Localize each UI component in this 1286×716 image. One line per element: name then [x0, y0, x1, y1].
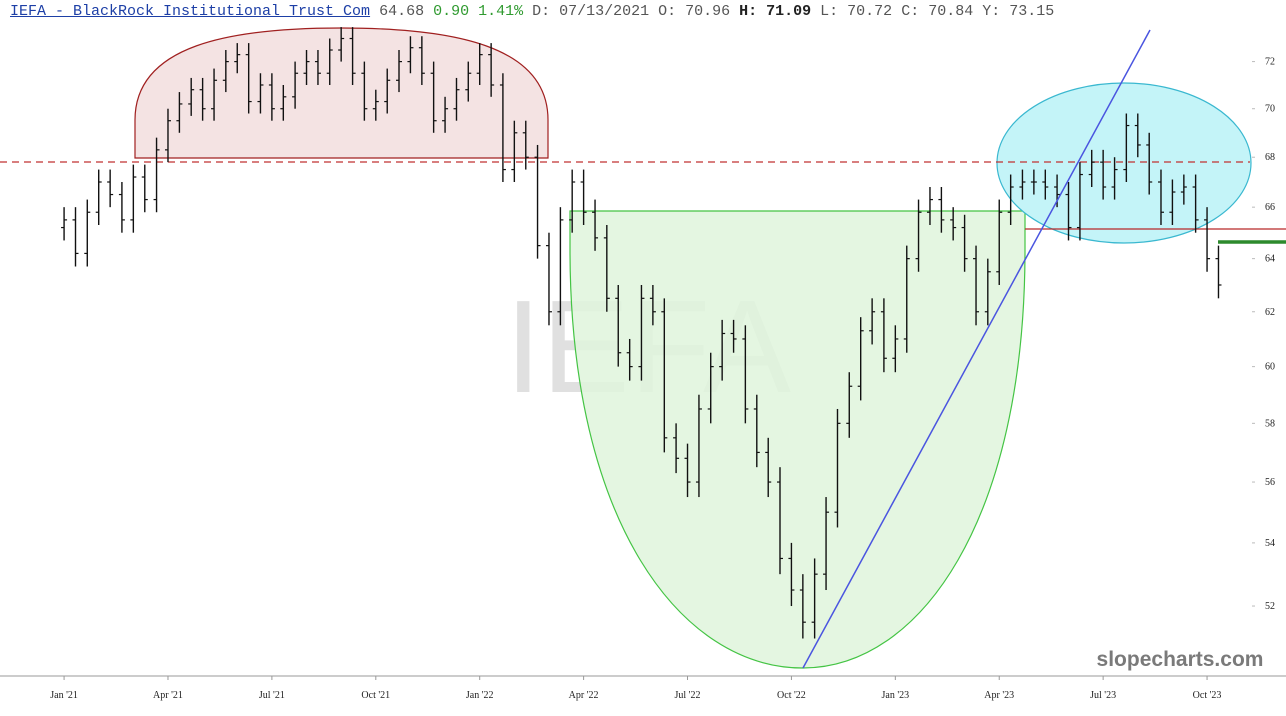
low: L: 70.72	[820, 3, 893, 20]
x-tick-label: Jul '21	[259, 690, 285, 701]
symbol-link[interactable]: IEFA - BlackRock Institutional Trust Com	[10, 3, 371, 20]
x-tick-label: Oct '22	[777, 690, 806, 701]
change-pct: 1.41%	[478, 3, 524, 20]
x-tick-label: Jan '21	[50, 690, 78, 701]
close: C: 70.84	[901, 3, 974, 20]
y-tick-label: 70	[1265, 104, 1275, 115]
prev-close: Y: 73.15	[982, 3, 1055, 20]
x-tick-label: Jan '23	[882, 690, 910, 701]
y-tick-label: 64	[1265, 254, 1275, 265]
x-tick-label: Apr '21	[153, 690, 183, 701]
y-tick-label: 54	[1265, 538, 1275, 549]
y-tick-label: 68	[1265, 152, 1275, 163]
y-tick-label: 66	[1265, 202, 1275, 213]
top-ellipse	[996, 82, 1252, 244]
open: O: 70.96	[658, 3, 731, 20]
x-tick-label: Jul '23	[1090, 690, 1116, 701]
trend-line	[802, 29, 1151, 669]
x-tick-label: Jul '22	[675, 690, 701, 701]
y-tick-label: 56	[1265, 477, 1275, 488]
last-price: 64.68	[379, 3, 425, 20]
date: D: 07/13/2021	[532, 3, 650, 20]
y-tick-label: 52	[1265, 601, 1275, 612]
bars	[61, 27, 1222, 639]
x-tick-label: Apr '22	[569, 690, 599, 701]
x-tick-label: Oct '21	[361, 690, 390, 701]
quote-header: IEFA - BlackRock Institutional Trust Com…	[10, 3, 1063, 20]
y-tick-label: 58	[1265, 418, 1275, 429]
high: H: 71.09	[739, 3, 812, 20]
x-tick-label: Oct '23	[1193, 690, 1222, 701]
x-tick-label: Apr '23	[984, 690, 1014, 701]
y-tick-label: 60	[1265, 362, 1275, 373]
y-tick-label: 72	[1265, 57, 1275, 68]
brand: slopecharts.com	[1097, 648, 1264, 671]
change: 0.90	[433, 3, 470, 20]
x-tick-label: Jan '22	[466, 690, 494, 701]
y-tick-label: 62	[1265, 307, 1275, 318]
cup-bowl	[569, 210, 1026, 669]
